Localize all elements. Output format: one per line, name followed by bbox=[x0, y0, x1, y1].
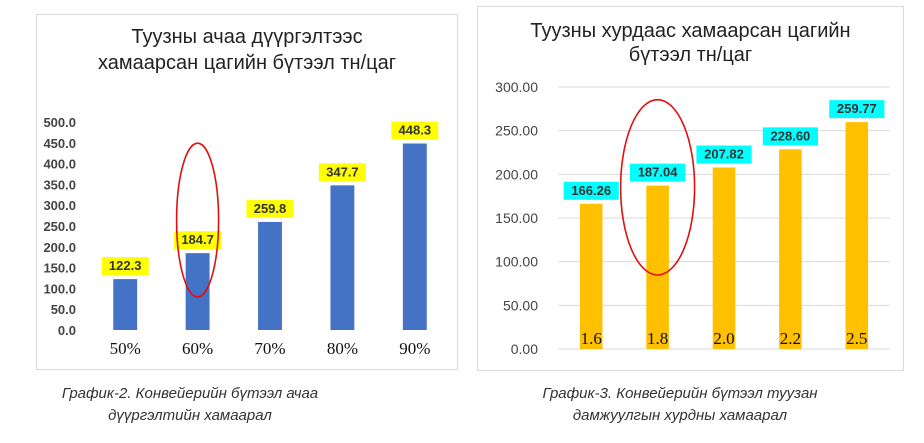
y-tick-label: 300.00 bbox=[495, 79, 538, 95]
value-label: 184.7 bbox=[181, 232, 214, 247]
caption-chart-1: График-2. Конвейерийн бүтээл ачаа дүүргэ… bbox=[20, 383, 360, 427]
value-label-highlight bbox=[174, 231, 222, 250]
bar bbox=[185, 253, 210, 330]
value-label-highlight bbox=[630, 163, 686, 182]
value-label: 207.82 bbox=[704, 147, 744, 162]
value-label: 187.04 bbox=[638, 165, 679, 180]
category-label: 1.6 bbox=[581, 329, 602, 348]
y-tick-label: 50.00 bbox=[503, 297, 538, 313]
chart-2-plot: 0.00 50.00 100.00 150.00 200.00 250.00 300.00 1… bbox=[495, 79, 890, 357]
caption-2-line-1: График-3. Конвейерийн бүтээл туузан bbox=[542, 385, 818, 402]
category-label: 80% bbox=[327, 339, 358, 358]
chart-2-title-line-1: Туузны хурдаас хамаарсан цагийн bbox=[530, 20, 851, 42]
y-tick-label: 250.0 bbox=[43, 219, 76, 234]
y-tick-label: 250.00 bbox=[495, 123, 538, 139]
value-label-highlight bbox=[762, 127, 818, 146]
y-tick-label: 350.0 bbox=[43, 177, 76, 192]
value-label: 122.3 bbox=[109, 258, 142, 273]
y-tick-label: 100.00 bbox=[495, 254, 538, 270]
bar bbox=[579, 203, 603, 349]
category-label: 50% bbox=[110, 339, 141, 358]
chart-panel-speed: Туузны хурдаас хамаарсан цагийн бүтээл т… bbox=[477, 6, 904, 371]
value-label-highlight bbox=[101, 257, 149, 276]
category-label: 60% bbox=[182, 339, 213, 358]
category-label: 2.0 bbox=[713, 329, 734, 348]
y-tick-label: 500.0 bbox=[43, 115, 76, 130]
y-tick-label: 50.0 bbox=[51, 302, 76, 317]
y-tick-label: 200.0 bbox=[43, 240, 76, 255]
chart-2-title-line-2: бүтээл тн/цаг bbox=[628, 44, 753, 66]
bar bbox=[258, 221, 282, 330]
caption-2-line-2: дамжуулгын хурдны хамаарал bbox=[572, 407, 788, 424]
value-label-highlight bbox=[391, 121, 439, 140]
highlight-ellipse bbox=[175, 142, 220, 298]
chart-panel-load: Туузны ачаа дүүргэлтээс хамаарсан цагийн… bbox=[36, 14, 458, 370]
y-tick-label: 150.00 bbox=[495, 210, 538, 226]
y-tick-label: 450.0 bbox=[43, 136, 76, 151]
bar bbox=[845, 122, 869, 349]
value-label: 347.7 bbox=[326, 164, 359, 179]
bar bbox=[330, 185, 355, 330]
y-tick-label: 150.0 bbox=[43, 261, 76, 276]
value-label: 228.60 bbox=[771, 128, 811, 143]
y-tick-label: 200.00 bbox=[495, 166, 538, 182]
category-label: 1.8 bbox=[647, 329, 668, 348]
chart-1-title-line-1: Туузны ачаа дүүргэлтээс bbox=[131, 26, 363, 48]
category-label: 70% bbox=[254, 339, 285, 358]
bar bbox=[646, 185, 669, 349]
chart-1-plot: 0.0 50.0 100.0 150.0 200.0 250.0 300.0 350.0 400… bbox=[43, 115, 439, 358]
caption-chart-2: График-3. Конвейерийн бүтээл туузан дамж… bbox=[500, 383, 860, 427]
category-label: 2.2 bbox=[780, 329, 801, 348]
value-label: 259.8 bbox=[254, 201, 287, 216]
y-tick-label: 300.0 bbox=[43, 198, 76, 213]
value-label-highlight bbox=[563, 181, 619, 200]
value-label-highlight bbox=[696, 145, 752, 164]
category-label: 2.5 bbox=[846, 329, 867, 348]
value-label: 448.3 bbox=[399, 123, 432, 138]
value-label: 259.77 bbox=[837, 101, 877, 116]
bar bbox=[779, 149, 802, 349]
caption-1-line-2: дүүргэлтийн хамаарал bbox=[108, 407, 272, 424]
y-tick-label: 100.0 bbox=[43, 281, 76, 296]
value-label-highlight bbox=[246, 199, 294, 218]
y-tick-label: 0.0 bbox=[58, 323, 76, 338]
category-label: 90% bbox=[399, 339, 430, 358]
value-label: 166.26 bbox=[571, 183, 611, 198]
y-tick-label: 0.00 bbox=[511, 341, 538, 357]
value-label-highlight bbox=[829, 100, 885, 119]
y-tick-label: 400.0 bbox=[43, 157, 76, 172]
bar bbox=[402, 143, 427, 330]
value-label-highlight bbox=[318, 163, 366, 182]
highlight-ellipse bbox=[619, 98, 696, 276]
caption-1-line-1: График-2. Конвейерийн бүтээл ачаа bbox=[61, 385, 319, 402]
bar bbox=[712, 167, 736, 349]
bar bbox=[113, 279, 138, 330]
chart-1-title-line-2: хамаарсан цагийн бүтээл тн/цаг bbox=[97, 52, 396, 74]
